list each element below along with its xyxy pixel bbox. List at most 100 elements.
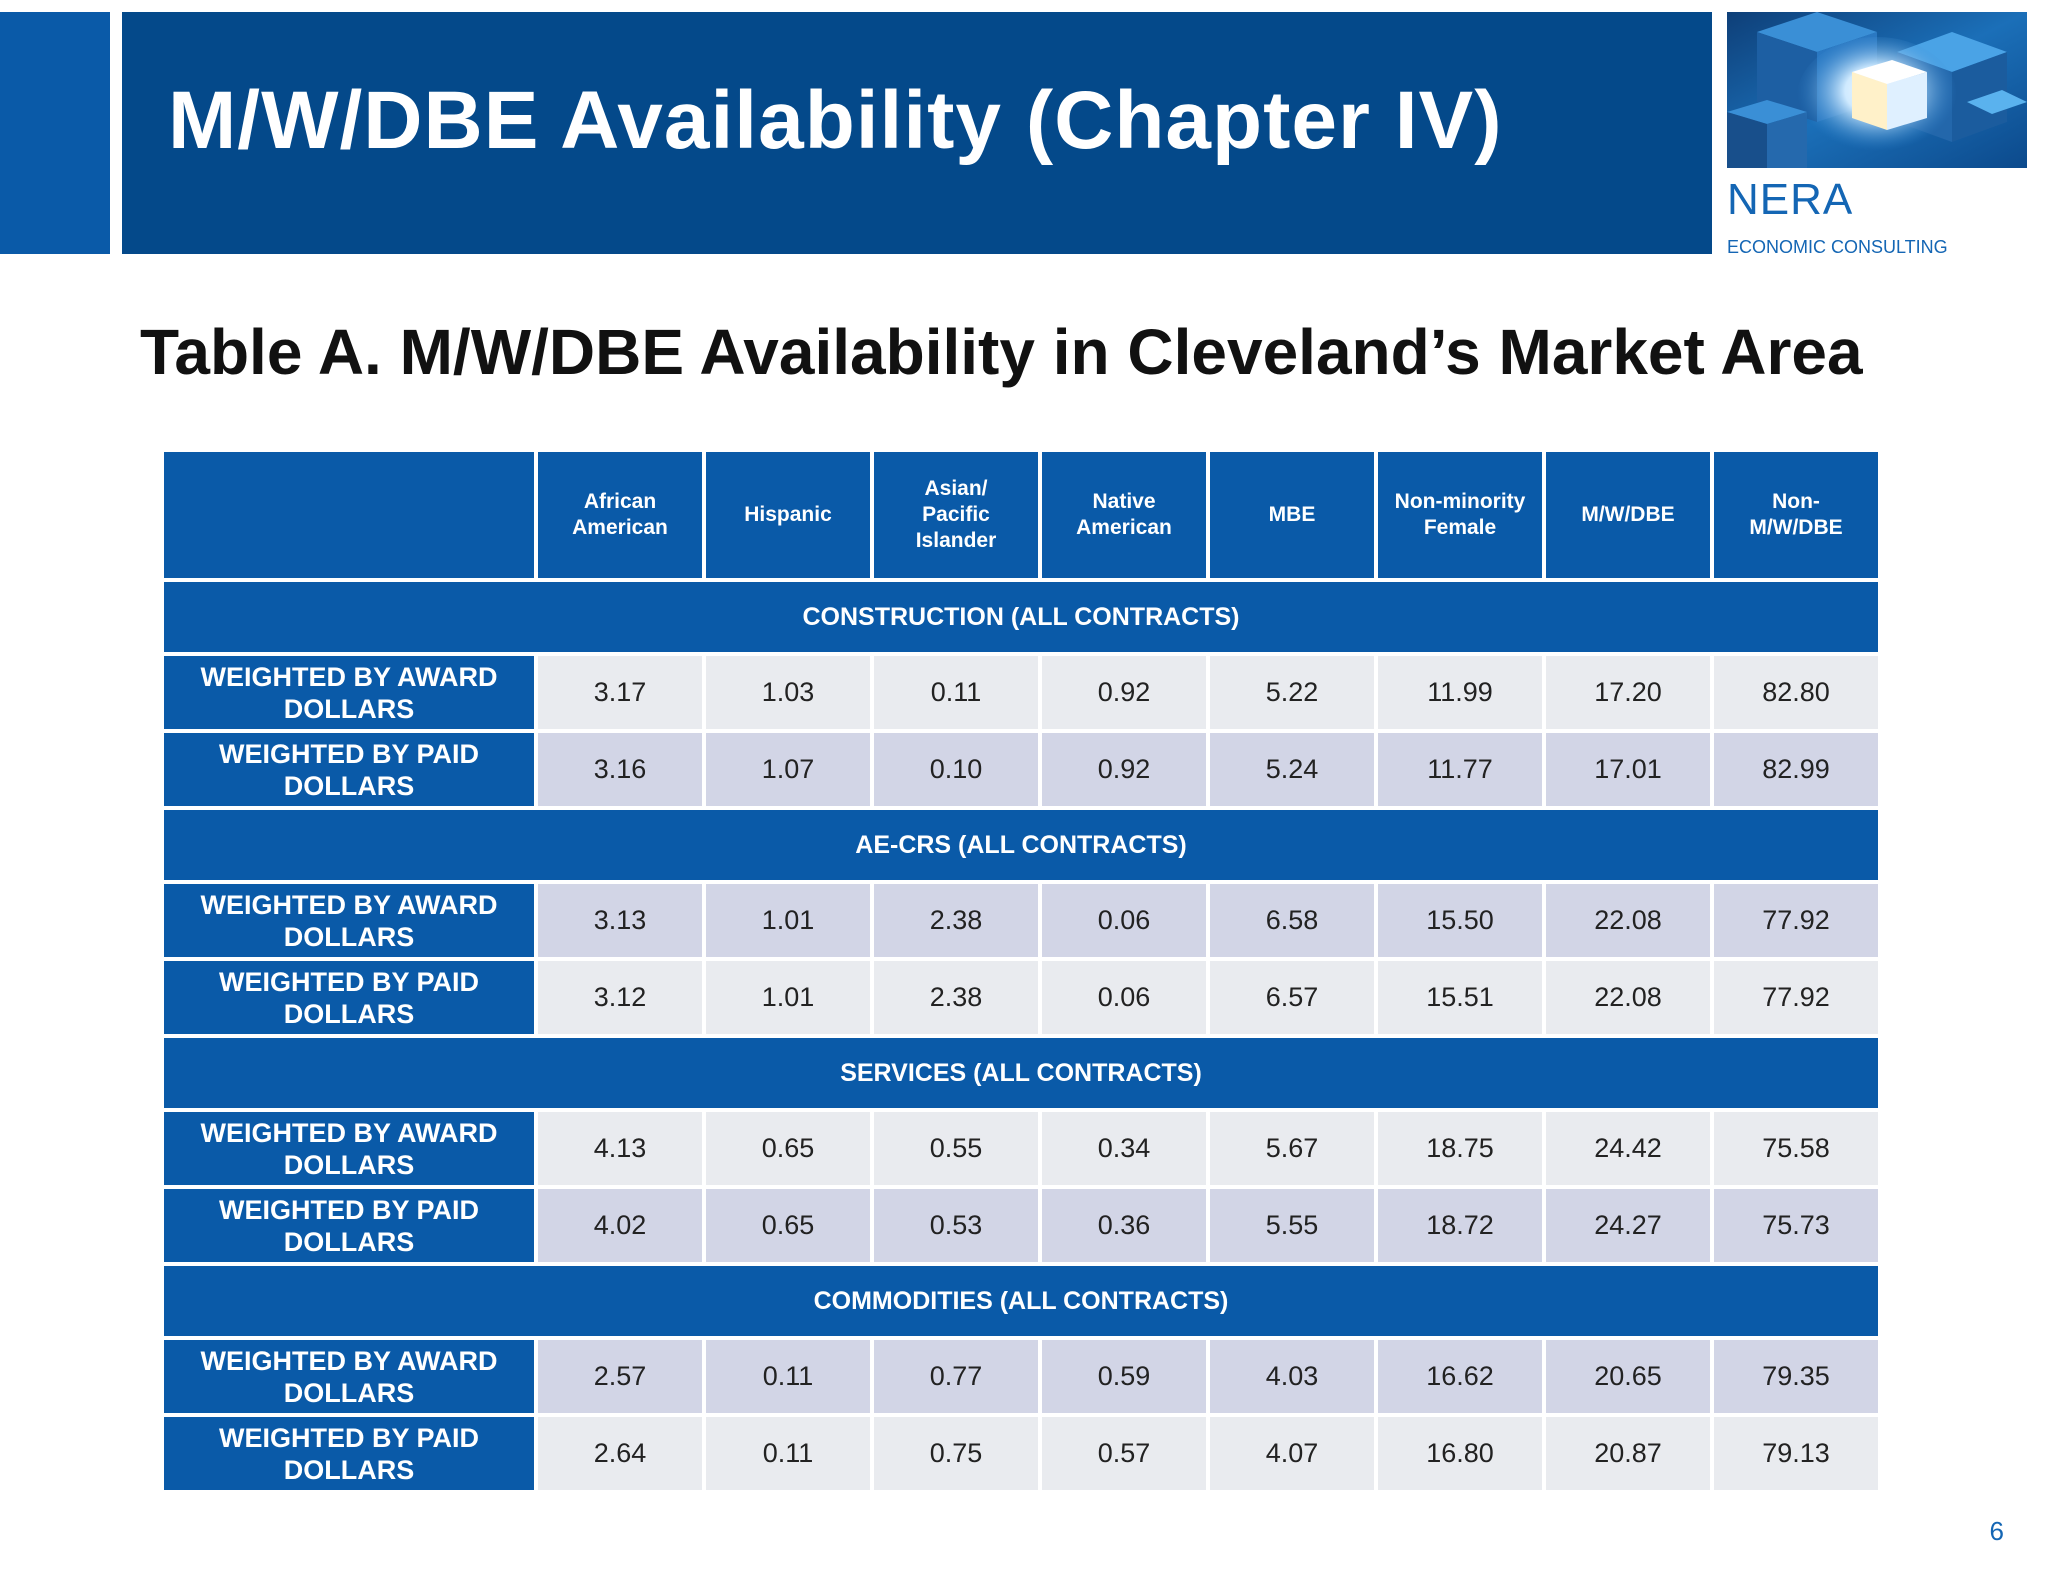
value-cell: 0.11	[706, 1417, 870, 1490]
cell-text-line: WEIGHTED BY AWARD	[200, 1345, 498, 1376]
cell-text-line: DOLLARS	[283, 1377, 415, 1408]
column-header: M/W/DBE	[1546, 452, 1710, 578]
cell-text-line: DOLLARS	[283, 770, 415, 801]
value-cell: 18.75	[1378, 1112, 1542, 1185]
value-cell: 77.92	[1714, 884, 1878, 957]
value-cell: 0.06	[1042, 961, 1206, 1034]
cell-text-line: DOLLARS	[283, 1226, 415, 1257]
value-cell: 4.13	[538, 1112, 702, 1185]
cell-text-line: Non-minority	[1394, 490, 1526, 513]
value-cell: 0.77	[874, 1340, 1038, 1413]
value-cell: 4.03	[1210, 1340, 1374, 1413]
column-header: Native American	[1042, 452, 1206, 578]
value-cell: 0.92	[1042, 656, 1206, 729]
cell-text-line: Non-	[1772, 490, 1820, 513]
page-number: 6	[1989, 1516, 2004, 1546]
value-cell: 75.58	[1714, 1112, 1878, 1185]
value-cell: 5.55	[1210, 1189, 1374, 1262]
value-cell: 18.72	[1378, 1189, 1542, 1262]
cell-text-line: American	[1076, 516, 1172, 539]
slide-title: M/W/DBE Availability (Chapter IV)	[168, 75, 1503, 166]
value-cell: 5.24	[1210, 733, 1374, 806]
value-cell: 82.99	[1714, 733, 1878, 806]
value-cell: 1.01	[706, 884, 870, 957]
column-header: Non-minority Female	[1378, 452, 1542, 578]
cell-text-line: DOLLARS	[283, 998, 415, 1029]
value-cell: 75.73	[1714, 1189, 1878, 1262]
value-cell: 24.42	[1546, 1112, 1710, 1185]
value-cell: 0.65	[706, 1112, 870, 1185]
cell-text-line: DOLLARS	[283, 1149, 415, 1180]
left-accent-block	[0, 12, 110, 254]
value-cell: 11.77	[1378, 733, 1542, 806]
value-cell: 0.11	[874, 656, 1038, 729]
cell-text-line: MBE	[1268, 503, 1316, 526]
value-cell: 77.92	[1714, 961, 1878, 1034]
cell-text-line: Female	[1423, 516, 1497, 539]
value-cell: 0.06	[1042, 884, 1206, 957]
section-title: AE-CRS (ALL CONTRACTS)	[164, 810, 1878, 880]
value-cell: 2.38	[874, 961, 1038, 1034]
value-cell: 0.65	[706, 1189, 870, 1262]
table-body: CONSTRUCTION (ALL CONTRACTS) WEIGHTED BY …	[164, 582, 1878, 1490]
cell-text-line: WEIGHTED BY PAID	[218, 1194, 480, 1225]
cubes-logo-icon	[1727, 12, 2027, 168]
table-row: WEIGHTED BY AWARD DOLLARS 3.13 1.01 2.38 0.06…	[164, 884, 1878, 957]
value-cell: 5.67	[1210, 1112, 1374, 1185]
row-label: WEIGHTED BY AWARD DOLLARS	[164, 1112, 534, 1185]
cell-text-line: Native	[1092, 490, 1156, 513]
column-header: MBE	[1210, 452, 1374, 578]
table-row: WEIGHTED BY PAID DOLLARS 3.12 1.01 2.38 0.06 6…	[164, 961, 1878, 1034]
row-label: WEIGHTED BY AWARD DOLLARS	[164, 656, 534, 729]
value-cell: 82.80	[1714, 656, 1878, 729]
value-cell: 3.12	[538, 961, 702, 1034]
cell-text-line: Islander	[915, 529, 997, 552]
value-cell: 6.57	[1210, 961, 1374, 1034]
cell-text-line: M/W/DBE	[1749, 516, 1843, 539]
cell-text-line: DOLLARS	[283, 693, 415, 724]
value-cell: 0.92	[1042, 733, 1206, 806]
cell-text-line: WEIGHTED BY PAID	[218, 738, 480, 769]
section-row: COMMODITIES (ALL CONTRACTS)	[164, 1266, 1878, 1336]
table-corner-cell	[164, 452, 534, 578]
value-cell: 1.07	[706, 733, 870, 806]
value-cell: 22.08	[1546, 961, 1710, 1034]
value-cell: 22.08	[1546, 884, 1710, 957]
value-cell: 20.65	[1546, 1340, 1710, 1413]
value-cell: 0.53	[874, 1189, 1038, 1262]
table-row: WEIGHTED BY AWARD DOLLARS 4.13 0.65 0.55 0.34…	[164, 1112, 1878, 1185]
value-cell: 17.01	[1546, 733, 1710, 806]
logo-name: NERA	[1727, 175, 1854, 224]
column-header: Asian/Pacific Islander	[874, 452, 1038, 578]
cell-text-line: WEIGHTED BY PAID	[218, 966, 480, 997]
column-header: Non- M/W/DBE	[1714, 452, 1878, 578]
cell-text-line: Pacific	[922, 503, 990, 526]
value-cell: 0.34	[1042, 1112, 1206, 1185]
value-cell: 17.20	[1546, 656, 1710, 729]
value-cell: 24.27	[1546, 1189, 1710, 1262]
section-title: CONSTRUCTION (ALL CONTRACTS)	[164, 582, 1878, 652]
cell-text-line: Hispanic	[744, 503, 832, 526]
value-cell: 0.11	[706, 1340, 870, 1413]
availability-table: African American Hispanic Asian/Pacific Isla…	[160, 448, 1882, 1494]
section-title: SERVICES (ALL CONTRACTS)	[164, 1038, 1878, 1108]
value-cell: 0.10	[874, 733, 1038, 806]
row-label: WEIGHTED BY PAID DOLLARS	[164, 733, 534, 806]
row-label: WEIGHTED BY AWARD DOLLARS	[164, 1340, 534, 1413]
value-cell: 6.58	[1210, 884, 1374, 957]
value-cell: 79.35	[1714, 1340, 1878, 1413]
value-cell: 3.17	[538, 656, 702, 729]
section-row: SERVICES (ALL CONTRACTS)	[164, 1038, 1878, 1108]
value-cell: 1.03	[706, 656, 870, 729]
table-row: WEIGHTED BY PAID DOLLARS 2.64 0.11 0.75 0.57 4…	[164, 1417, 1878, 1490]
value-cell: 79.13	[1714, 1417, 1878, 1490]
table-row: WEIGHTED BY PAID DOLLARS 4.02 0.65 0.53 0.36 5…	[164, 1189, 1878, 1262]
value-cell: 0.59	[1042, 1340, 1206, 1413]
value-cell: 3.16	[538, 733, 702, 806]
cell-text-line: WEIGHTED BY PAID	[218, 1422, 480, 1453]
row-label: WEIGHTED BY PAID DOLLARS	[164, 1189, 534, 1262]
value-cell: 16.62	[1378, 1340, 1542, 1413]
cell-text-line: Asian/	[924, 477, 988, 500]
value-cell: 2.38	[874, 884, 1038, 957]
value-cell: 15.50	[1378, 884, 1542, 957]
